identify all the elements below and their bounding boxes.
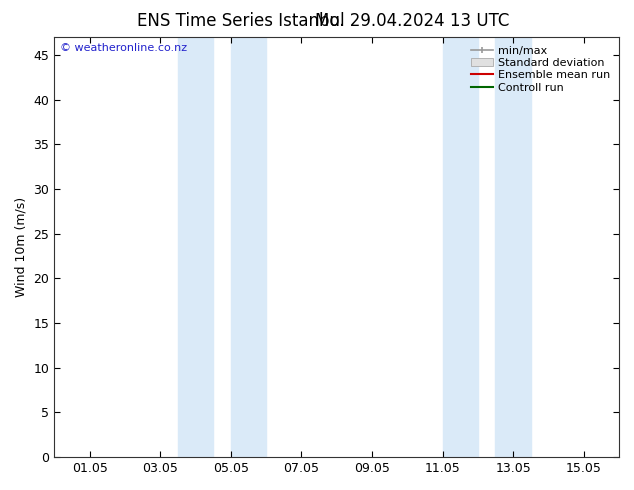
Bar — [443, 37, 478, 457]
Text: ENS Time Series Istanbul: ENS Time Series Istanbul — [137, 12, 345, 30]
Bar — [231, 37, 266, 457]
Y-axis label: Wind 10m (m/s): Wind 10m (m/s) — [15, 197, 28, 297]
Bar — [495, 37, 531, 457]
Legend: min/max, Standard deviation, Ensemble mean run, Controll run: min/max, Standard deviation, Ensemble me… — [468, 43, 614, 96]
Bar — [178, 37, 213, 457]
Text: Mo. 29.04.2024 13 UTC: Mo. 29.04.2024 13 UTC — [315, 12, 509, 30]
Text: © weatheronline.co.nz: © weatheronline.co.nz — [60, 43, 187, 53]
